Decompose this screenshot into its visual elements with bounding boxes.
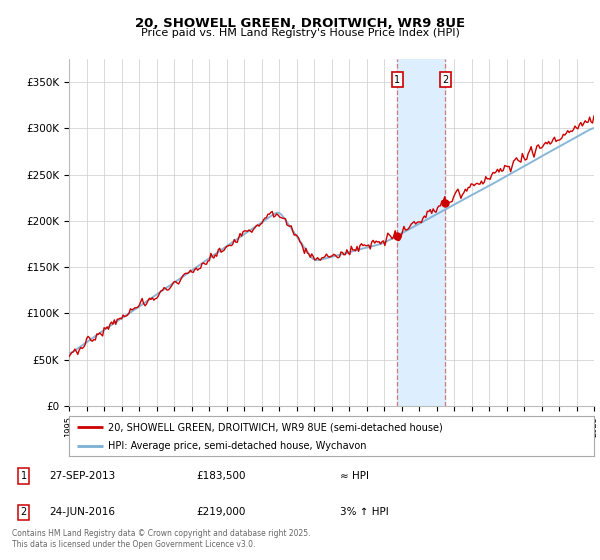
Text: 1: 1: [20, 471, 26, 481]
Text: 3% ↑ HPI: 3% ↑ HPI: [340, 507, 389, 517]
Text: £183,500: £183,500: [196, 471, 246, 481]
Text: 20, SHOWELL GREEN, DROITWICH, WR9 8UE: 20, SHOWELL GREEN, DROITWICH, WR9 8UE: [135, 17, 465, 30]
Text: 1: 1: [394, 74, 400, 85]
Text: £219,000: £219,000: [196, 507, 245, 517]
Text: Contains HM Land Registry data © Crown copyright and database right 2025.
This d: Contains HM Land Registry data © Crown c…: [12, 529, 311, 549]
Text: 24-JUN-2016: 24-JUN-2016: [49, 507, 115, 517]
Text: 20, SHOWELL GREEN, DROITWICH, WR9 8UE (semi-detached house): 20, SHOWELL GREEN, DROITWICH, WR9 8UE (s…: [109, 422, 443, 432]
Text: 2: 2: [20, 507, 26, 517]
Text: HPI: Average price, semi-detached house, Wychavon: HPI: Average price, semi-detached house,…: [109, 441, 367, 451]
Text: Price paid vs. HM Land Registry's House Price Index (HPI): Price paid vs. HM Land Registry's House …: [140, 28, 460, 38]
Bar: [397, 59, 445, 406]
Text: 2: 2: [442, 74, 448, 85]
Text: ≈ HPI: ≈ HPI: [340, 471, 370, 481]
Text: 27-SEP-2013: 27-SEP-2013: [49, 471, 116, 481]
